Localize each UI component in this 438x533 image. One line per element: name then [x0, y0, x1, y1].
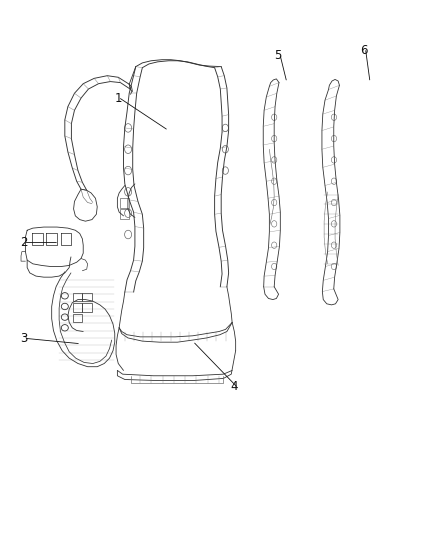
Bar — [82, 293, 92, 301]
Text: 4: 4 — [230, 380, 238, 393]
Text: 5: 5 — [275, 50, 282, 62]
Bar — [73, 303, 82, 312]
Bar — [120, 209, 129, 219]
Bar — [73, 293, 82, 301]
Text: 2: 2 — [20, 236, 28, 249]
Bar — [82, 303, 92, 312]
Bar — [120, 198, 129, 208]
Text: 6: 6 — [360, 44, 367, 57]
Text: 3: 3 — [21, 332, 28, 345]
Text: 1: 1 — [114, 92, 122, 105]
Bar — [73, 314, 82, 322]
